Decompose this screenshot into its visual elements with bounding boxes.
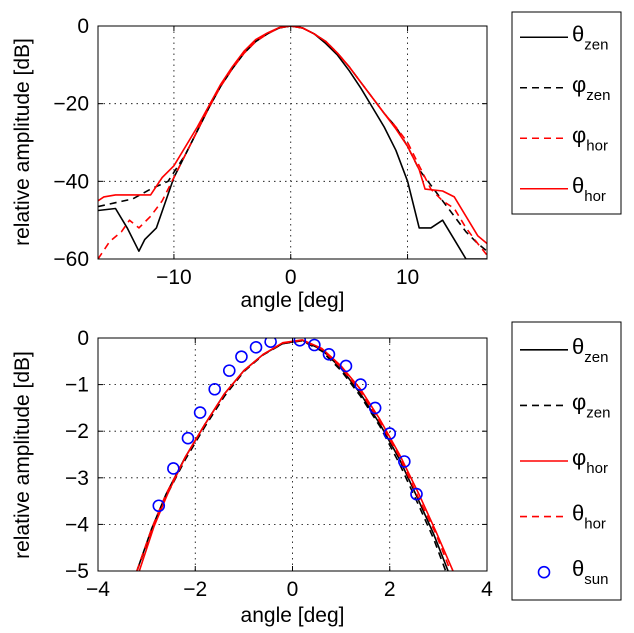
y-tick-label: −20 [53, 93, 89, 116]
data-point-marker [222, 364, 236, 377]
x-tick-label: 10 [396, 266, 419, 289]
data-point-marker [308, 338, 321, 352]
x-tick-label: −4 [86, 578, 110, 601]
series-line [98, 26, 487, 252]
series-line [98, 26, 487, 259]
x-axis-label: angle [deg] [241, 289, 345, 312]
data-point-marker [235, 350, 248, 363]
legend-label: θhor [572, 501, 606, 533]
y-axis-label: relative amplitude [dB] [11, 351, 34, 559]
legend-label: φhor [572, 445, 608, 477]
y-axis-label: relative amplitude [dB] [11, 38, 34, 246]
y-tick-label: −1 [65, 374, 89, 397]
data-point-marker [354, 378, 367, 391]
y-tick-label: −5 [65, 560, 89, 583]
y-tick-label: −2 [65, 420, 89, 443]
legend-label: φhor [572, 122, 608, 154]
x-tick-label: 4 [481, 578, 493, 601]
series-line [136, 339, 452, 571]
x-tick-label: 0 [285, 266, 297, 289]
x-tick-label: −2 [183, 578, 207, 601]
legend-label: θzen [572, 21, 608, 53]
data-point-marker [383, 427, 397, 440]
y-tick-label: −40 [53, 170, 89, 193]
data-point-marker [339, 359, 353, 373]
series-group [98, 26, 487, 259]
y-tick-label: 0 [77, 15, 89, 38]
legend-label: θsun [572, 556, 608, 588]
series-line [98, 26, 487, 259]
x-tick-label: 0 [287, 578, 299, 601]
data-point-marker [322, 348, 336, 361]
series-line [136, 340, 447, 571]
y-tick-label: −3 [65, 467, 89, 490]
x-tick-label: −10 [156, 266, 192, 289]
series-group [136, 338, 454, 571]
legend-label: φzen [572, 72, 610, 104]
y-tick-label: −4 [65, 513, 89, 536]
series-line [98, 26, 487, 245]
data-point-marker [193, 406, 207, 419]
data-point-marker [152, 499, 166, 513]
legend-label: θzen [572, 334, 608, 366]
legend-label: φzen [572, 389, 610, 421]
data-point-marker [181, 431, 195, 445]
data-point-marker [167, 462, 180, 475]
data-point-marker [264, 338, 277, 349]
plot-frame [97, 25, 488, 260]
data-point-marker [293, 338, 307, 347]
legend-marker [537, 565, 551, 579]
data-point-marker [410, 487, 423, 501]
data-point-marker [249, 341, 263, 354]
y-tick-label: −60 [53, 248, 89, 271]
data-point-marker [368, 401, 382, 415]
data-point-marker [398, 455, 411, 468]
x-tick-label: 2 [384, 578, 396, 601]
legend-box [511, 11, 622, 215]
y-tick-label: 0 [77, 327, 89, 350]
x-axis-label: angle [deg] [241, 604, 345, 627]
legend-label: θhor [572, 173, 606, 205]
top-panel: −10 0 10 0 −20 −40 −60 angle [deg] relative ampl… [11, 11, 622, 312]
data-point-marker [208, 382, 221, 396]
